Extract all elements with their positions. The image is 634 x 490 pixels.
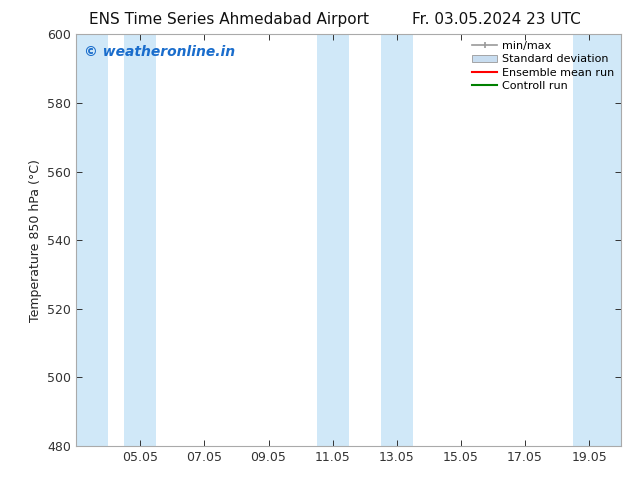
Legend: min/max, Standard deviation, Ensemble mean run, Controll run: min/max, Standard deviation, Ensemble me… [468,37,619,96]
Y-axis label: Temperature 850 hPa (°C): Temperature 850 hPa (°C) [29,159,42,321]
Bar [316,34,349,446]
Bar [124,34,156,446]
Bar [76,34,108,446]
Bar [381,34,413,446]
Text: ENS Time Series Ahmedabad Airport: ENS Time Series Ahmedabad Airport [89,12,369,27]
Bar [573,34,621,446]
Text: Fr. 03.05.2024 23 UTC: Fr. 03.05.2024 23 UTC [412,12,581,27]
Text: © weatheronline.in: © weatheronline.in [84,45,235,59]
